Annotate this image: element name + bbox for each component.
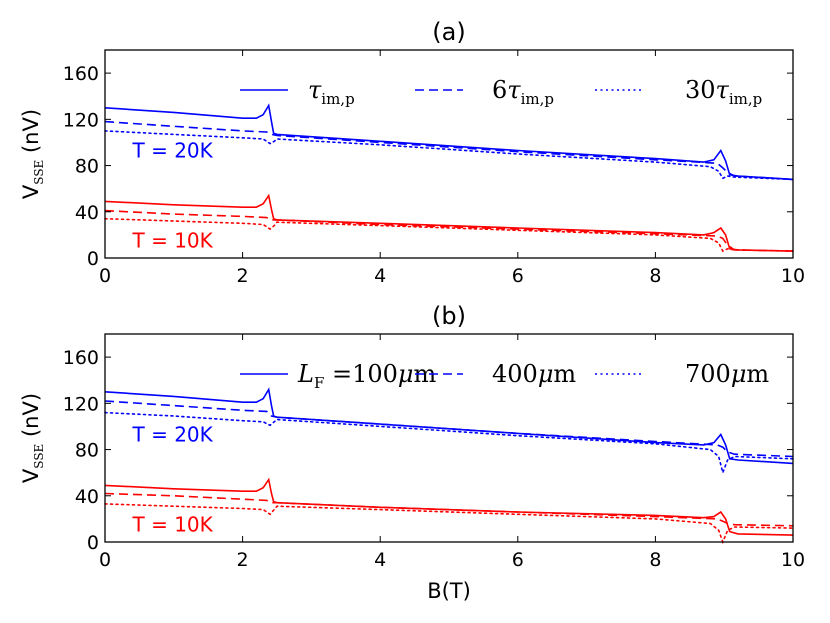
y-axis-label: VSSE (nV) — [19, 109, 46, 199]
legend-label-part: im,p — [521, 90, 554, 108]
legend-label-part: L — [297, 360, 314, 388]
axes-frame — [104, 333, 794, 543]
legend-label-part: im,p — [729, 90, 762, 108]
x-tick-label: 10 — [781, 549, 805, 571]
x-tick-label: 4 — [374, 265, 386, 287]
y-axis-label-main: V — [19, 468, 43, 483]
legend-label-part: 400 — [492, 360, 538, 388]
legend-label-part: τ — [507, 76, 521, 104]
y-tick-label: 40 — [75, 486, 99, 508]
x-tick-label: 2 — [237, 549, 249, 571]
series-line-dashed-t20k — [104, 400, 794, 458]
series-line-dashed-t10k — [104, 209, 794, 252]
legend-label: 700μm — [685, 360, 769, 388]
y-axis-label-unit: (nV) — [19, 109, 43, 160]
temperature-annotation: T = 20K — [132, 138, 214, 162]
legend-label-part: =100 — [324, 360, 398, 388]
series-line-dotted-t20k — [104, 411, 794, 476]
legend-label-part: 6 — [492, 76, 507, 104]
x-tick-label: 0 — [99, 265, 111, 287]
y-tick-label: 160 — [63, 63, 99, 85]
y-tick-label: 120 — [63, 109, 99, 131]
y-tick-label: 120 — [63, 393, 99, 415]
x-tick-label: 8 — [649, 549, 661, 571]
y-tick-label: 80 — [75, 156, 99, 178]
temperature-annotation: T = 10K — [132, 513, 214, 537]
legend-label-part: 700 — [685, 360, 731, 388]
y-axis-label-main: V — [19, 184, 43, 199]
axes-frame — [104, 49, 794, 259]
legend-label: 400μm — [492, 360, 576, 388]
series-line-dashed-t10k — [104, 492, 794, 527]
legend-label: 30τim,p — [685, 76, 762, 108]
legend-label-part: 30 — [685, 76, 716, 104]
y-axis-label-unit: (nV) — [19, 393, 43, 444]
legend-label-part: μ — [731, 360, 747, 388]
legend-label-part: F — [314, 374, 324, 392]
x-tick-label: 6 — [512, 549, 524, 571]
y-axis-label-sub: SSE — [32, 444, 46, 469]
temperature-annotation: T = 10K — [132, 229, 214, 253]
legend-label: τim,p — [308, 76, 355, 108]
series-line-solid-t20k — [104, 103, 794, 181]
legend-label-part: μ — [398, 360, 414, 388]
y-tick-label: 80 — [75, 440, 99, 462]
series-line-solid-t10k — [104, 477, 794, 536]
x-tick-label: 0 — [99, 549, 111, 571]
legend-label-part: im,p — [321, 90, 354, 108]
series-line-solid-t10k — [104, 193, 794, 252]
legend-label-part: m — [553, 360, 576, 388]
panel-b: (b) 0 2 4 6 8 10 0 40 80 120 160 VSSE (nV) B(T) LF =10… — [19, 302, 805, 603]
panel-title: (b) — [432, 302, 466, 330]
legend-label: 6τim,p — [492, 76, 554, 108]
series-line-dotted-t10k — [104, 503, 794, 545]
x-tick-label: 8 — [649, 265, 661, 287]
series-line-dashed-t20k — [104, 120, 794, 181]
y-axis-label: VSSE (nV) — [19, 393, 46, 483]
y-axis-label-sub: SSE — [32, 160, 46, 185]
y-tick-label: 160 — [63, 347, 99, 369]
y-tick-label: 40 — [75, 202, 99, 224]
series-line-solid-t20k — [104, 387, 794, 465]
y-tick-label: 0 — [87, 532, 99, 554]
legend-label-part: m — [414, 360, 437, 388]
x-tick-label: 6 — [512, 265, 524, 287]
x-tick-label: 4 — [374, 549, 386, 571]
x-tick-label: 2 — [237, 265, 249, 287]
temperature-annotation: T = 20K — [132, 422, 214, 446]
x-tick-label: 10 — [781, 265, 805, 287]
legend-label-part: τ — [716, 76, 730, 104]
legend-label-part: τ — [308, 76, 322, 104]
legend-label: LF =100μm — [297, 360, 437, 392]
legend-label-part: m — [746, 360, 769, 388]
series-line-dotted-t20k — [104, 130, 794, 181]
legend-label-part: μ — [538, 360, 554, 388]
panel-title: (a) — [432, 18, 465, 46]
y-tick-label: 0 — [87, 248, 99, 270]
x-axis-label: B(T) — [427, 579, 471, 603]
series-line-dotted-t10k — [104, 217, 794, 253]
